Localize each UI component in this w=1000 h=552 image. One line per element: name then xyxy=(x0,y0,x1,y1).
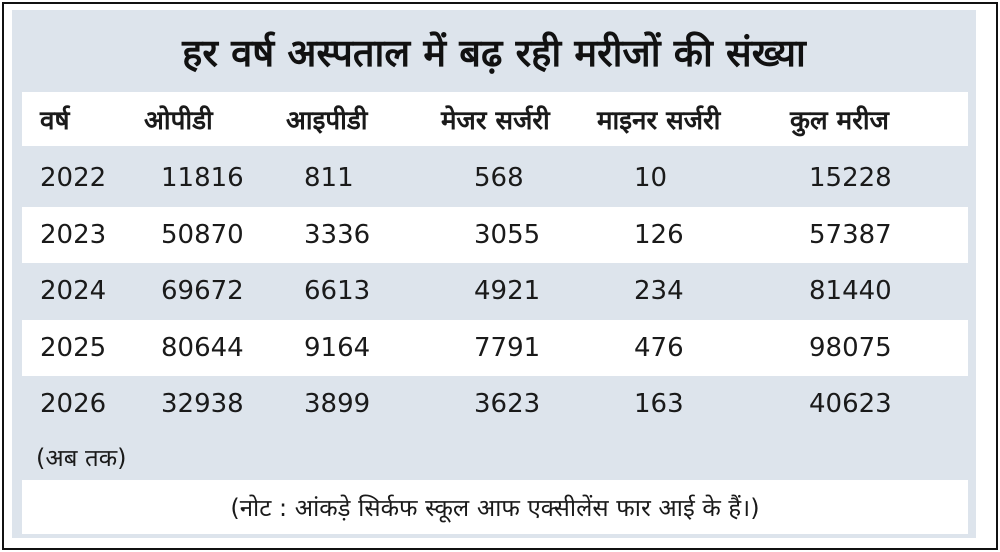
header-cell: आइपीडी xyxy=(286,106,368,136)
table-cell: 80644 xyxy=(161,332,244,363)
table-cell: 4921 xyxy=(474,276,541,306)
header-cell: ओपीडी xyxy=(144,106,213,136)
table-cell: 2026 xyxy=(40,389,107,419)
table-cell: 126 xyxy=(634,219,684,250)
table-row: 2024 69672 6613 4921 234 81440 xyxy=(22,263,968,319)
table-cell: 3623 xyxy=(474,389,541,419)
panel: हर वर्ष अस्पताल में बढ़ रही मरीजों की सं… xyxy=(12,10,976,538)
table-cell: 81440 xyxy=(809,276,892,306)
header-row: वर्ष ओपीडी आइपीडी मेजर सर्जरी माइनर सर्जरी कु… xyxy=(22,92,968,146)
table-cell: 10 xyxy=(634,163,668,193)
table-cell: 98075 xyxy=(809,332,892,363)
note: (अब तक) xyxy=(36,443,127,472)
table-row: 2022 11816 811 568 10 15228 xyxy=(22,150,968,206)
table-cell: 2024 xyxy=(40,276,107,306)
table-cell: 11816 xyxy=(161,163,244,193)
table-row: 2026 32938 3899 3623 163 40623 xyxy=(22,376,968,432)
header-cell: माइनर सर्जरी xyxy=(597,106,721,136)
table-cell: 69672 xyxy=(161,276,244,306)
table-cell: 568 xyxy=(474,163,524,193)
title: हर वर्ष अस्पताल में बढ़ रही मरीजों की सं… xyxy=(182,31,806,75)
header-cell: कुल मरीज xyxy=(790,106,889,136)
table-cell: 9164 xyxy=(304,332,371,363)
table-cell: 50870 xyxy=(161,219,244,250)
table-cell: 6613 xyxy=(304,276,371,306)
table-cell: 2022 xyxy=(40,163,107,193)
table-cell: 32938 xyxy=(161,389,244,419)
table-cell: 2025 xyxy=(40,332,107,363)
header-cell: वर्ष xyxy=(40,106,70,136)
table-cell: 476 xyxy=(634,332,684,363)
table-cell: 7791 xyxy=(474,332,541,363)
table-cell: 57387 xyxy=(809,219,892,250)
table-cell: 40623 xyxy=(809,389,892,419)
table-cell: 3055 xyxy=(474,219,541,250)
table-cell: 3899 xyxy=(304,389,371,419)
header-cell: मेजर सर्जरी xyxy=(441,106,550,136)
table-cell: 163 xyxy=(634,389,684,419)
table-cell: 3336 xyxy=(304,219,371,250)
table-cell: 2023 xyxy=(40,219,107,250)
table-row: 2025 80644 9164 7791 476 98075 xyxy=(22,319,968,376)
table-row: 2023 50870 3336 3055 126 57387 xyxy=(22,206,968,263)
footnote: (नोट : आंकड़े सिर्कफ स्कूल आफ एक्सीलेंस … xyxy=(22,480,968,534)
table-cell: 234 xyxy=(634,276,684,306)
table-cell: 811 xyxy=(304,163,354,193)
table-cell: 15228 xyxy=(809,163,892,193)
